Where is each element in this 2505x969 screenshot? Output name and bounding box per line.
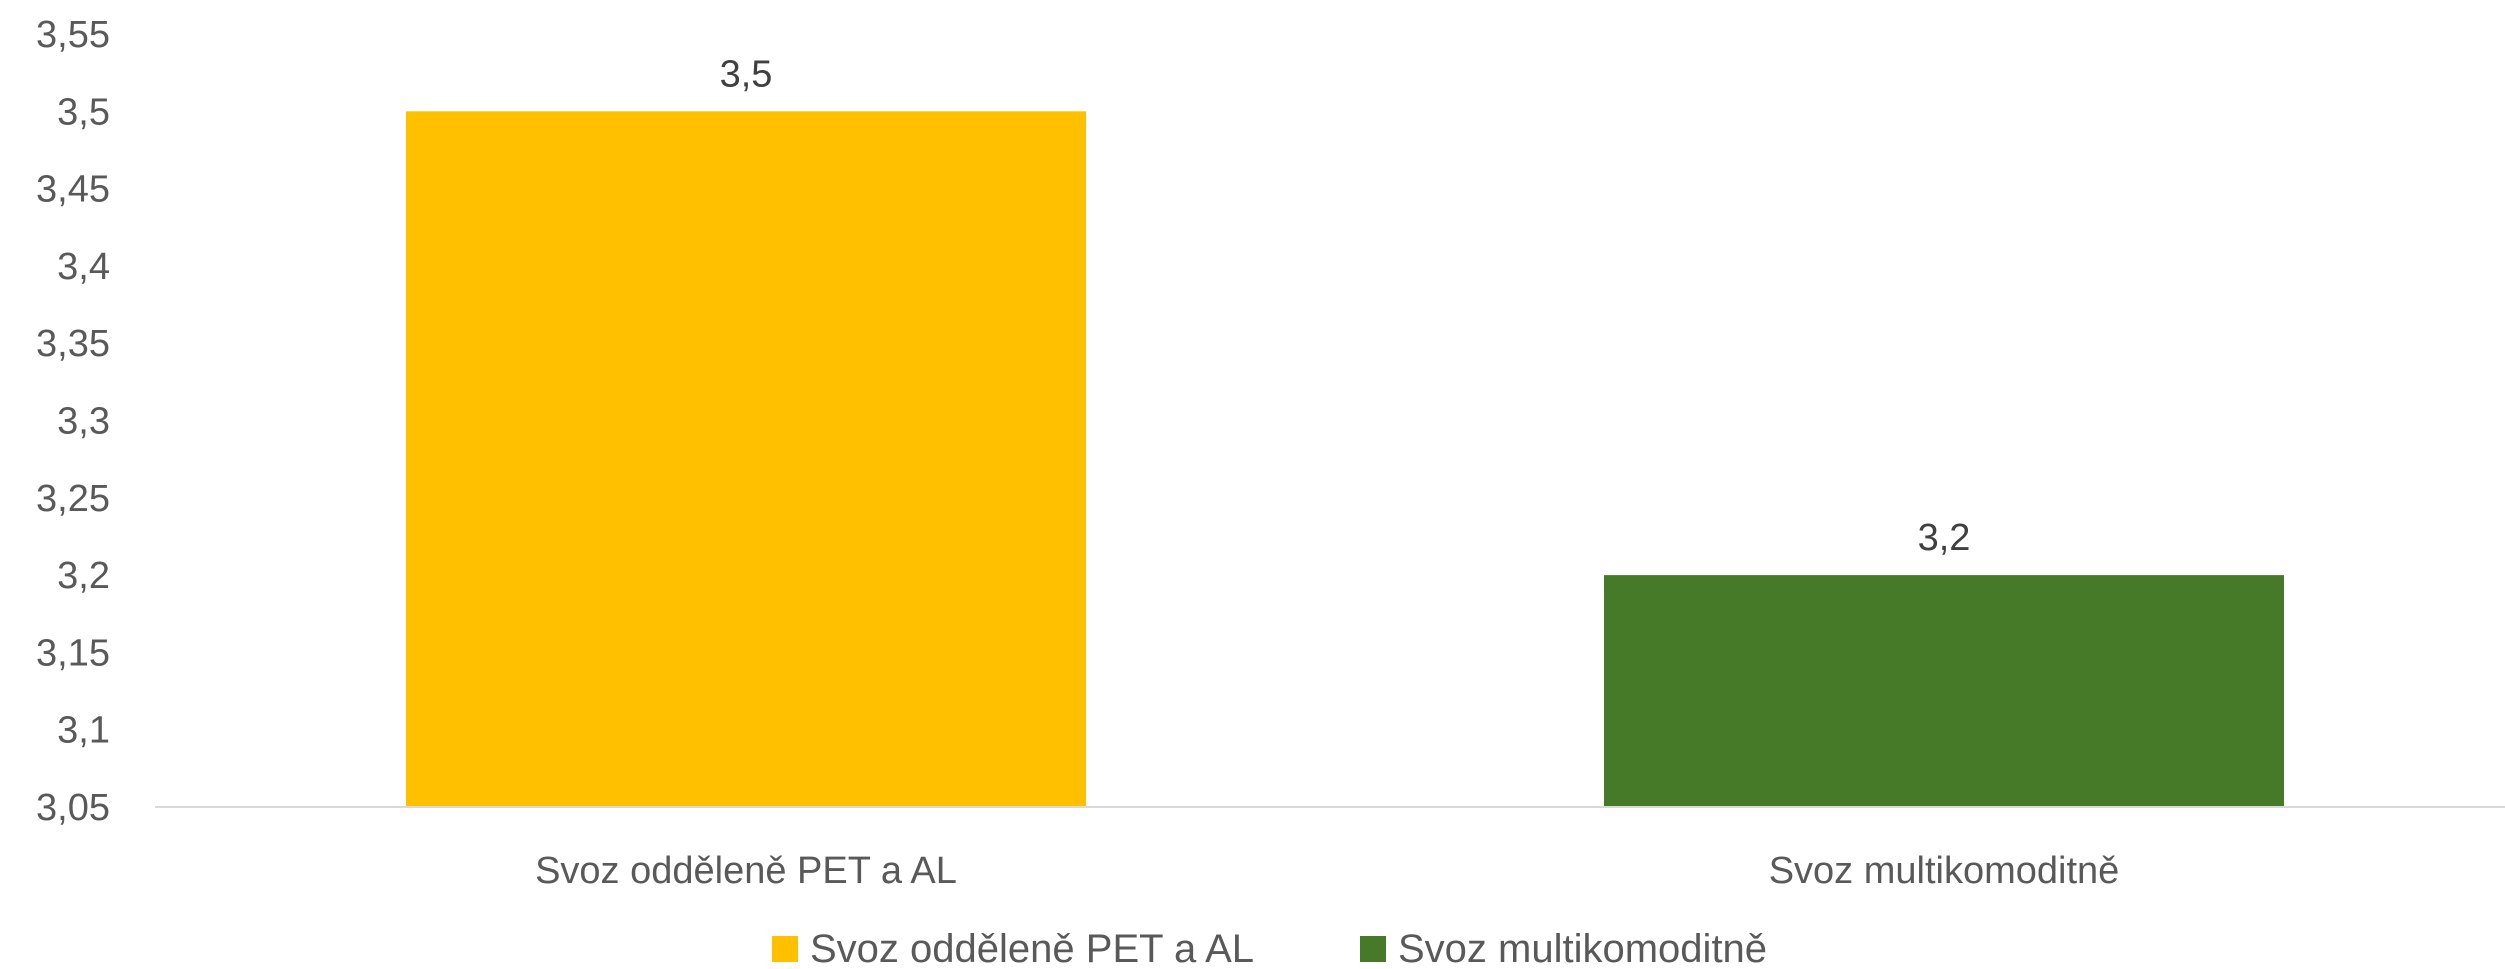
legend-swatch — [772, 936, 798, 962]
bar — [406, 111, 1086, 808]
legend: Svoz odděleně PET a AL Svoz multikomoditn… — [772, 927, 1767, 969]
bar — [1604, 575, 2284, 807]
y-tick-label: 3,3 — [57, 401, 110, 443]
y-tick-label: 3,5 — [57, 91, 110, 133]
x-tick-label: Svoz multikomoditně — [1769, 850, 2120, 892]
legend-swatch — [1360, 936, 1386, 962]
y-tick-label: 3,2 — [57, 555, 110, 597]
y-tick-label: 3,15 — [36, 632, 110, 674]
y-tick-label: 3,55 — [36, 14, 110, 56]
y-tick-label: 3,4 — [57, 246, 110, 288]
category-labels: Svoz odděleně PET a AL Svoz multikomoditn… — [535, 850, 2119, 892]
bars: 3,5 3,2 — [406, 53, 2284, 808]
legend-label: Svoz odděleně PET a AL — [810, 927, 1254, 969]
y-tick-label: 3,45 — [36, 169, 110, 211]
y-axis: 3,05 3,1 3,15 3,2 3,25 3,3 3,35 3,4 3,45 3,5 3,55 — [36, 14, 110, 829]
y-tick-label: 3,25 — [36, 478, 110, 520]
y-tick-label: 3,05 — [36, 787, 110, 829]
data-label: 3,2 — [1918, 517, 1971, 559]
y-tick-label: 3,35 — [36, 323, 110, 365]
y-tick-label: 3,1 — [57, 710, 110, 752]
data-label: 3,5 — [720, 53, 773, 95]
legend-label: Svoz multikomoditně — [1398, 927, 1767, 969]
x-tick-label: Svoz odděleně PET a AL — [535, 850, 957, 892]
